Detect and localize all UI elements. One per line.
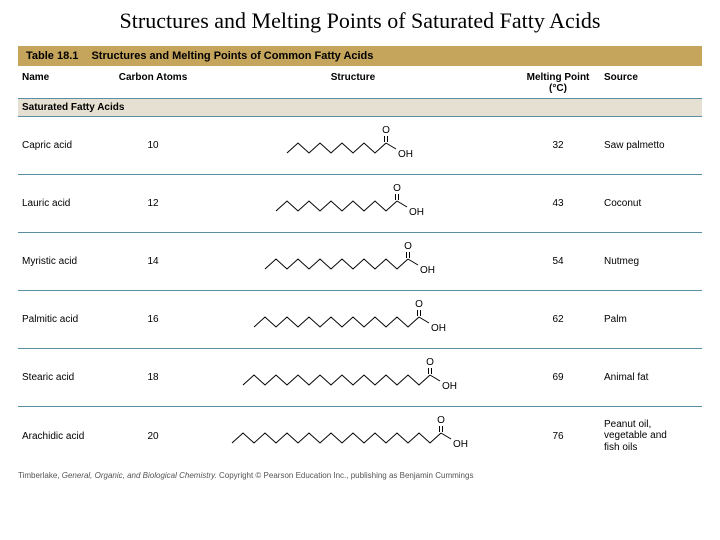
svg-text:OH: OH <box>442 381 457 392</box>
footer-book: General, Organic, and Biological Chemist… <box>62 471 217 480</box>
footer-rest: Copyright © Pearson Education Inc., publ… <box>217 471 474 480</box>
column-headers: Name Carbon Atoms Structure Melting Poin… <box>18 66 702 99</box>
cell-source: Palm <box>598 314 688 326</box>
cell-carbon-atoms: 16 <box>118 314 188 325</box>
cell-melting-point: 69 <box>518 372 598 383</box>
cell-name: Lauric acid <box>18 198 118 209</box>
cell-source: Peanut oil, vegetable and fish oils <box>598 419 688 454</box>
cell-name: Capric acid <box>18 140 118 151</box>
cell-carbon-atoms: 20 <box>118 431 188 442</box>
cell-carbon-atoms: 18 <box>118 372 188 383</box>
col-header-name: Name <box>18 72 118 94</box>
footer-credit: Timberlake, General, Organic, and Biolog… <box>0 465 720 480</box>
svg-text:OH: OH <box>409 207 424 218</box>
cell-structure: O OH <box>188 355 518 401</box>
table-row: Palmitic acid16 O OH 62Palm <box>18 291 702 349</box>
cell-melting-point: 62 <box>518 314 598 325</box>
col-header-carbon: Carbon Atoms <box>118 72 188 94</box>
table-row: Arachidic acid20 O OH 76Peanut oil, vegetab… <box>18 407 702 465</box>
cell-structure: O OH <box>188 297 518 343</box>
table-title: Structures and Melting Points of Common … <box>91 50 373 62</box>
svg-text:O: O <box>415 299 423 310</box>
page-title: Structures and Melting Points of Saturat… <box>0 0 720 46</box>
cell-name: Arachidic acid <box>18 431 118 442</box>
col-header-source: Source <box>598 72 688 94</box>
footer-author: Timberlake, <box>18 471 62 480</box>
svg-text:OH: OH <box>398 149 413 160</box>
table-row: Lauric acid12 O OH 43Coconut <box>18 175 702 233</box>
table-row: Stearic acid18 O OH 69Animal fat <box>18 349 702 407</box>
svg-text:O: O <box>426 357 434 368</box>
cell-melting-point: 54 <box>518 256 598 267</box>
cell-structure: O OH <box>188 413 518 459</box>
table: Table 18.1 Structures and Melting Points… <box>0 46 720 465</box>
svg-text:O: O <box>382 125 390 136</box>
svg-text:O: O <box>404 241 412 252</box>
svg-text:O: O <box>437 415 445 426</box>
cell-source: Coconut <box>598 198 688 210</box>
col-header-mp: Melting Point (°C) <box>518 72 598 94</box>
cell-melting-point: 76 <box>518 431 598 442</box>
cell-carbon-atoms: 12 <box>118 198 188 209</box>
svg-text:OH: OH <box>431 323 446 334</box>
cell-melting-point: 32 <box>518 140 598 151</box>
cell-source: Nutmeg <box>598 256 688 268</box>
cell-melting-point: 43 <box>518 198 598 209</box>
cell-carbon-atoms: 14 <box>118 256 188 267</box>
svg-text:OH: OH <box>420 265 435 276</box>
cell-name: Myristic acid <box>18 256 118 267</box>
table-number: Table 18.1 <box>26 50 78 62</box>
cell-name: Stearic acid <box>18 372 118 383</box>
table-rows: Capric acid10 O OH 32Saw palmetto Lauric aci… <box>18 117 702 465</box>
cell-structure: O OH <box>188 239 518 285</box>
cell-structure: O OH <box>188 181 518 227</box>
table-row: Capric acid10 O OH 32Saw palmetto <box>18 117 702 175</box>
cell-name: Palmitic acid <box>18 314 118 325</box>
svg-text:O: O <box>393 183 401 194</box>
cell-source: Saw palmetto <box>598 140 688 152</box>
col-header-structure: Structure <box>188 72 518 94</box>
cell-structure: O OH <box>188 123 518 169</box>
svg-text:OH: OH <box>453 439 468 450</box>
table-row: Myristic acid14 O OH 54Nutmeg <box>18 233 702 291</box>
cell-source: Animal fat <box>598 372 688 384</box>
table-header-bar: Table 18.1 Structures and Melting Points… <box>18 46 702 66</box>
cell-carbon-atoms: 10 <box>118 140 188 151</box>
subheader: Saturated Fatty Acids <box>18 99 702 117</box>
